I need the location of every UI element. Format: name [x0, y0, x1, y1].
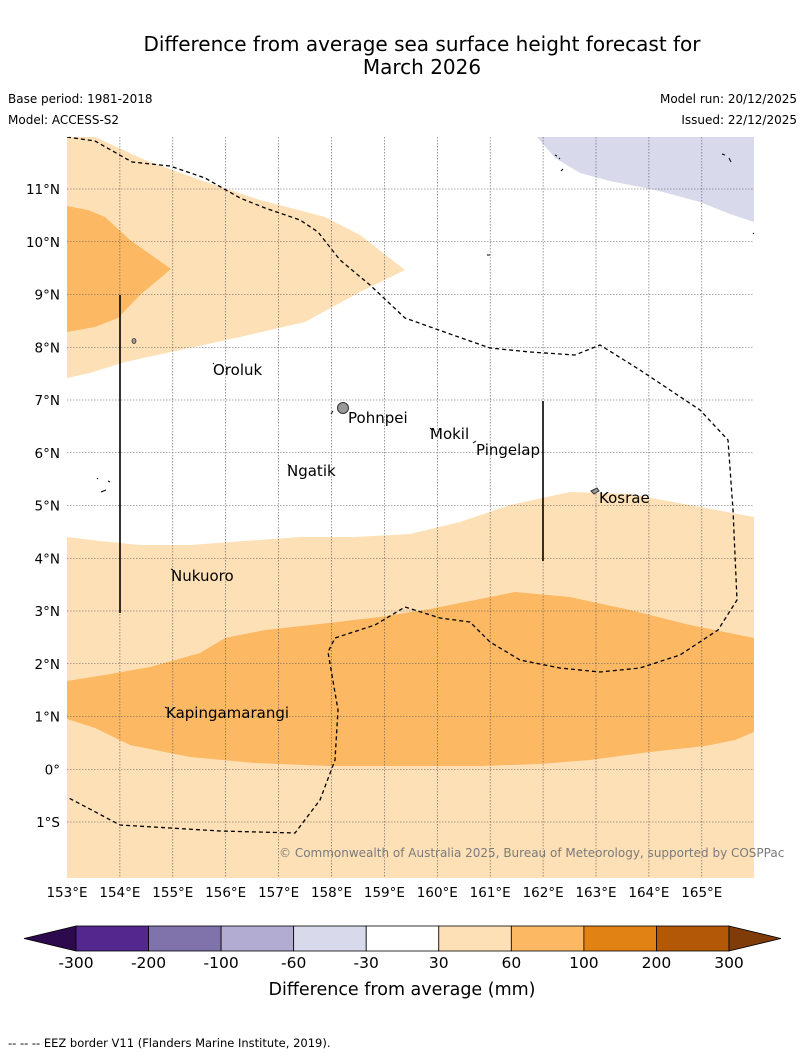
colorbar-segment [656, 925, 730, 952]
colorbar-segment [438, 925, 512, 952]
place-labels: Oroluk Pohnpei Mokil Pingelap Ngatik Kos… [166, 361, 650, 722]
colorbar-extend-max [728, 925, 782, 952]
colorbar-tick-label: 30 [429, 954, 449, 972]
lon-label: 159°E [364, 885, 405, 901]
place-oroluk: Oroluk [213, 361, 262, 379]
islands [96, 153, 755, 709]
colorbar-tick-label: -100 [204, 954, 239, 972]
lon-label: 165°E [681, 885, 722, 901]
nukuoro-atoll [170, 568, 174, 571]
ant-atoll [330, 410, 334, 415]
contour-lavender-northeast [537, 137, 754, 222]
lon-label: 162°E [523, 885, 564, 901]
ngatik-atoll [287, 463, 290, 467]
colorbar-tick-label: -300 [58, 954, 93, 972]
lon-label: 164°E [628, 885, 669, 901]
colorbar-tick-label: -30 [354, 954, 379, 972]
contour-light-orange-north [67, 137, 405, 378]
base-period: Base period: 1981-2018 [8, 92, 153, 106]
colorbar-segment [75, 925, 149, 952]
lat-label: 1°S [36, 815, 60, 831]
place-mokil: Mokil [430, 425, 469, 443]
colorbar [23, 925, 782, 952]
lat-label: 3°N [35, 604, 60, 620]
colorbar-tick-label: 60 [501, 954, 521, 972]
lat-label: 5°N [35, 499, 60, 515]
colorbar-segment [148, 925, 222, 952]
colorbar-tick-label: 200 [642, 954, 672, 972]
pohnpei-island [337, 402, 349, 414]
contour-layer [67, 137, 754, 878]
colorbar-tick-label: 100 [569, 954, 599, 972]
colorbar-extend-min [23, 925, 77, 952]
place-nukuoro: Nukuoro [171, 567, 234, 585]
colorbar-segment [293, 925, 367, 952]
lat-label: 10°N [26, 235, 60, 251]
colorbar-tick-label: 300 [714, 954, 744, 972]
lon-label: 156°E [205, 885, 246, 901]
lon-label: 155°E [152, 885, 193, 901]
lat-label: 1°N [35, 710, 60, 726]
colorbar-segment [365, 925, 440, 952]
place-ngatik: Ngatik [287, 462, 336, 480]
lon-label: 153°E [46, 885, 87, 901]
eez-border-main [67, 137, 738, 834]
colorbar-segment [220, 925, 295, 952]
lat-label: 6°N [35, 446, 60, 462]
colorbar-label: Difference from average (mm) [268, 980, 535, 1000]
eez-borders [67, 137, 738, 834]
lon-label: 157°E [258, 885, 299, 901]
lat-label: 7°N [35, 393, 60, 409]
place-pohnpei: Pohnpei [348, 409, 408, 427]
place-kosrae: Kosrae [599, 489, 650, 507]
place-kapingamarangi: Kapingamarangi [166, 704, 289, 722]
colorbar-segment [510, 925, 585, 952]
colorbar-ticks: -300 -200 -100 -60 -30 30 60 100 200 300 [58, 954, 743, 972]
lon-label: 163°E [575, 885, 616, 901]
title-line-2: March 2026 [362, 55, 482, 79]
copyright-notice: © Commonwealth of Australia 2025, Bureau… [279, 846, 784, 860]
kosrae-island [590, 487, 600, 495]
colorbar-segment [583, 925, 657, 952]
east-atoll [752, 232, 755, 235]
oroluk-atoll [212, 362, 215, 365]
longitude-labels: 153°E 154°E 155°E 156°E 157°E 158°E 159°E 160°E… [46, 885, 722, 901]
atoll-mark [131, 338, 137, 344]
place-pingelap: Pingelap [476, 441, 540, 459]
graticule [67, 137, 754, 878]
lon-label: 161°E [470, 885, 511, 901]
contour-orange-south [67, 592, 754, 766]
contour-orange-north-core [67, 206, 171, 332]
lat-label: 9°N [35, 288, 60, 304]
pingelap-atoll [472, 440, 477, 444]
lat-label: 2°N [35, 657, 60, 673]
lon-label: 158°E [311, 885, 352, 901]
model-name: Model: ACCESS-S2 [8, 113, 120, 127]
northeast-atolls [554, 154, 564, 172]
west-atolls [96, 477, 111, 493]
kapingamarangi-atoll [164, 706, 168, 709]
chart-title: Difference from average sea surface heig… [0, 33, 804, 79]
issued-date: Issued: 22/12/2025 [681, 113, 797, 127]
lon-label: 160°E [417, 885, 458, 901]
eez-footnote: -- -- -- EEZ border V11 (Flanders Marine… [8, 1036, 331, 1050]
colorbar-tick-label: -200 [131, 954, 166, 972]
lat-label: 0° [45, 762, 60, 778]
lat-label: 8°N [35, 340, 60, 356]
title-line-1: Difference from average sea surface heig… [143, 32, 701, 56]
lat-label: 11°N [26, 182, 60, 198]
lon-label: 154°E [99, 885, 140, 901]
mokil-atoll [429, 427, 433, 431]
latitude-labels: 11°N 10°N 9°N 8°N 7°N 6°N 5°N 4°N 3°N 2°N 1°N 0° 1°S [26, 182, 60, 831]
model-run: Model run: 20/12/2025 [659, 92, 797, 106]
lat-label: 4°N [35, 551, 60, 567]
colorbar-tick-label: -60 [281, 954, 306, 972]
far-northeast-atolls [721, 153, 732, 163]
